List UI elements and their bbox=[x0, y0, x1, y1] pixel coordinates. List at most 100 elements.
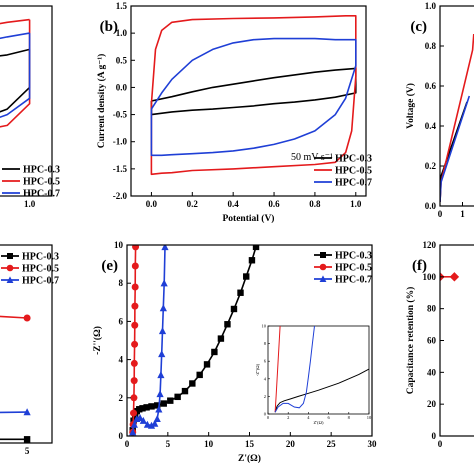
inset-series-line-1 bbox=[274, 326, 281, 413]
legend-label-d-0: HPC-0.3 bbox=[22, 252, 59, 263]
series-line-c-1 bbox=[440, 33, 474, 203]
y-tick-label-c-2: 0.4 bbox=[425, 121, 437, 131]
data-point-d-2-2 bbox=[23, 408, 31, 416]
data-point-e-2-1 bbox=[130, 420, 138, 428]
data-point-e-2-11 bbox=[157, 371, 165, 379]
panel-title-c: (c) bbox=[410, 19, 427, 35]
y-tick-label-b-7: 1.5 bbox=[116, 1, 128, 11]
data-point-e-0-15 bbox=[203, 361, 211, 368]
data-point-e-1-11 bbox=[132, 245, 140, 251]
x-tick-label-b-3: 0.6 bbox=[268, 199, 280, 209]
series-line-e-1 bbox=[131, 246, 137, 433]
data-point-e-1-8 bbox=[131, 302, 139, 310]
y-tick-label-c-3: 0.6 bbox=[425, 81, 437, 91]
data-point-e-0-6 bbox=[143, 404, 150, 411]
legend-label-e-2: HPC-0.7 bbox=[335, 275, 372, 286]
data-point-e-0-8 bbox=[154, 402, 161, 409]
legend-label-d-1: HPC-0.5 bbox=[22, 264, 59, 275]
y-tick-label-e-0: 0 bbox=[119, 431, 124, 441]
x-tick-label-e-6: 30 bbox=[368, 439, 378, 449]
inset-y-tick-label-5: 10 bbox=[262, 324, 267, 329]
series-group-a bbox=[0, 18, 31, 128]
data-point-e-1-9 bbox=[131, 283, 139, 291]
data-point-e-0-16 bbox=[211, 348, 218, 356]
data-point-e-0-23 bbox=[252, 245, 260, 251]
data-point-e-0-13 bbox=[189, 380, 196, 387]
inset-series-group bbox=[274, 326, 369, 413]
data-point-e-1-7 bbox=[131, 321, 139, 329]
series-line-c-2 bbox=[440, 95, 471, 203]
data-point-e-2-9 bbox=[155, 405, 163, 413]
data-point-e-0-7 bbox=[148, 403, 155, 410]
y-tick-label-f-1: 20 bbox=[427, 399, 437, 409]
data-point-e-0-4 bbox=[136, 406, 143, 413]
y-tick-label-b-6: 1.0 bbox=[116, 28, 128, 38]
y-tick-label-c-4: 0.8 bbox=[425, 41, 437, 51]
data-point-e-0-10 bbox=[167, 397, 174, 404]
series-line-a-0 bbox=[0, 48, 31, 113]
inset-series-line-0 bbox=[274, 368, 369, 413]
inset-x-tick-label-0: 0 bbox=[267, 415, 270, 420]
y-tick-label-e-3: 6 bbox=[119, 316, 124, 326]
y-tick-label-f-3: 60 bbox=[427, 336, 437, 346]
x-tick-label-e-3: 15 bbox=[245, 439, 255, 449]
series-line-d-1 bbox=[0, 315, 28, 319]
data-point-e-0-17 bbox=[217, 335, 225, 342]
data-point-d-1-2 bbox=[23, 314, 31, 322]
x-tick-label-e-4: 20 bbox=[286, 439, 296, 449]
series-group-f bbox=[440, 272, 460, 282]
panel-title-b: (b) bbox=[100, 19, 118, 35]
inset-x-tick-label-1: 2 bbox=[287, 415, 289, 420]
y-tick-label-e-1: 2 bbox=[119, 393, 124, 403]
panel-c: 0 1 0.0 0.2 0.4 0.6 0.8 1.0 (c) Voltage (V) bbox=[405, 1, 474, 219]
data-point-e-1-4 bbox=[130, 377, 138, 385]
x-tick-label-b-4: 0.8 bbox=[309, 199, 321, 209]
legend-marker-d-0 bbox=[7, 253, 13, 259]
x-tick-label-b-2: 0.4 bbox=[228, 199, 240, 209]
y-tick-label-e-5: 10 bbox=[114, 240, 124, 250]
data-point-e-0-21 bbox=[243, 273, 250, 280]
y-axis-label-b: Current density (A g⁻¹) bbox=[96, 54, 107, 149]
inset-series-line-2 bbox=[274, 326, 315, 413]
y-tick-label-e-2: 4 bbox=[119, 355, 124, 365]
inset-frame bbox=[267, 325, 370, 415]
series-line-b-1 bbox=[150, 15, 357, 176]
series-line-b-2 bbox=[150, 37, 357, 157]
x-tick-label-e-5: 25 bbox=[327, 439, 337, 449]
x-tick-label-e-1: 5 bbox=[166, 439, 171, 449]
y-tick-label-c-0: 0.0 bbox=[425, 201, 437, 211]
axes-frame-f bbox=[439, 244, 474, 437]
inset-y-tick-label-2: 4 bbox=[264, 376, 267, 381]
y-axis-label-c: Voltage (V) bbox=[405, 83, 416, 129]
data-point-e-0-19 bbox=[230, 305, 238, 313]
x-tick-label-e-2: 10 bbox=[204, 439, 214, 449]
series-line-a-1 bbox=[0, 18, 31, 128]
data-point-e-2-12 bbox=[158, 350, 166, 358]
axes-frame-b bbox=[130, 5, 367, 197]
data-point-e-2-5 bbox=[143, 420, 152, 428]
x-tick-label-f-0: 0 bbox=[438, 439, 443, 449]
y-tick-label-f-2: 40 bbox=[427, 367, 437, 377]
data-point-e-1-6 bbox=[131, 340, 139, 348]
data-point-e-2-15 bbox=[160, 279, 168, 287]
legend-marker-d-1 bbox=[6, 264, 14, 272]
y-tick-label-b-0: -2.0 bbox=[113, 191, 128, 201]
panel-title-e: (e) bbox=[101, 258, 118, 274]
series-line-b-0 bbox=[150, 67, 357, 116]
data-point-e-0-9 bbox=[160, 400, 167, 407]
series-line-a-2 bbox=[0, 32, 31, 119]
inset-x-tick-label-3: 6 bbox=[327, 415, 330, 420]
axes-frame-c bbox=[439, 5, 474, 207]
series-line-d-2 bbox=[0, 411, 28, 414]
y-tick-label-b-1: -1.5 bbox=[113, 164, 128, 174]
y-tick-label-f-5: 100 bbox=[423, 272, 437, 282]
legend-label-a-0: HPC-0.3 bbox=[23, 165, 60, 176]
data-point-e-2-7 bbox=[151, 419, 159, 427]
x-tick-label-c-1: 1 bbox=[460, 209, 465, 219]
legend-marker-e-0 bbox=[320, 252, 326, 258]
